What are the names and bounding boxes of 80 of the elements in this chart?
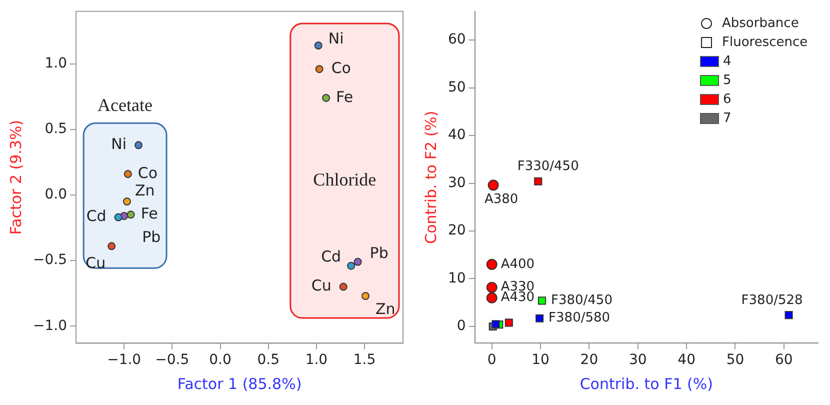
- y-tick-label: 1.0: [44, 56, 67, 72]
- point: [347, 262, 356, 270]
- y-tick-label: −0.5: [32, 252, 67, 268]
- y-axis-title: Factor 2 (9.3%): [6, 120, 25, 235]
- x-tick-label: 1.0: [305, 352, 328, 368]
- point: [504, 318, 513, 327]
- y-tick-label: 20: [448, 222, 466, 239]
- point: [486, 258, 498, 270]
- legend-label: 7: [723, 111, 732, 126]
- annotation: Fluorescence: [722, 35, 808, 50]
- text: Pb: [142, 228, 161, 246]
- series-label: Pb: [370, 244, 388, 262]
- point: [122, 198, 131, 206]
- series-label: Cu: [86, 254, 106, 272]
- text: Ni: [111, 135, 127, 154]
- point: [134, 141, 143, 150]
- text: Cu: [311, 276, 332, 295]
- text: Zn: [375, 300, 396, 318]
- legend-label: 6: [723, 92, 732, 107]
- data-label: F380/528: [741, 292, 803, 308]
- data-label: F380/450: [550, 293, 612, 308]
- annotation: Absorbance: [722, 16, 799, 31]
- text: Cd: [86, 207, 106, 226]
- point: [486, 282, 498, 293]
- y-axis-title: Contrib. to F2 (%): [422, 110, 440, 244]
- x-tick-label: −0.5: [155, 352, 190, 368]
- text: Co: [331, 58, 351, 77]
- x-axis-title: Contrib. to F1 (%): [580, 374, 713, 393]
- x-tick-label: 20: [580, 352, 598, 368]
- series-label: Fe: [336, 88, 354, 106]
- y-tick-label: 50: [448, 79, 466, 96]
- y-tick-label: 60: [448, 32, 466, 48]
- x-tick-label: 0.5: [257, 352, 280, 368]
- point: [534, 177, 542, 186]
- series-label: Ni: [328, 29, 344, 48]
- data-label: A400: [500, 256, 535, 272]
- annotation: Acetate: [98, 94, 153, 115]
- data-label: F330/450: [517, 159, 579, 174]
- annotation: Chloride: [313, 169, 376, 190]
- point: [314, 42, 322, 50]
- y-tick-label: 0.0: [44, 186, 67, 203]
- x-tick-label: 10: [532, 352, 550, 368]
- x-tick-label: 50: [726, 352, 744, 368]
- y-tick-label: −1.0: [32, 318, 67, 334]
- point: [538, 296, 546, 305]
- series-label: Cd: [321, 248, 342, 266]
- y-tick-label: 10: [448, 270, 466, 286]
- point: [108, 242, 116, 250]
- x-tick-label: 40: [678, 352, 696, 368]
- point: [124, 170, 132, 178]
- point: [339, 282, 348, 291]
- point: [784, 311, 793, 320]
- point: [486, 292, 498, 304]
- series-label: Co: [138, 164, 158, 182]
- data-label: F380/580: [548, 310, 610, 326]
- point: [488, 180, 499, 191]
- x-axis-title: Factor 1 (85.8%): [177, 374, 302, 393]
- x-tick-label: −1.0: [107, 352, 142, 368]
- point: [354, 258, 362, 266]
- y-tick-label: 40: [448, 127, 466, 144]
- legend-label: 5: [723, 73, 732, 88]
- point: [114, 213, 122, 222]
- text: Fe: [140, 204, 158, 223]
- y-tick-label: 30: [448, 174, 466, 191]
- point: [126, 210, 135, 219]
- x-tick-label: 60: [775, 352, 793, 368]
- legend-label: 4: [723, 54, 732, 69]
- y-tick-label: 0.5: [44, 121, 67, 138]
- x-tick-label: 0: [487, 352, 496, 368]
- point: [315, 65, 324, 74]
- data-label: A380: [484, 192, 518, 208]
- point: [492, 320, 500, 328]
- y-tick-label: 0: [456, 318, 466, 334]
- series-label: Zn: [134, 181, 155, 200]
- x-tick-label: 0.0: [209, 352, 232, 368]
- point: [361, 292, 370, 300]
- x-tick-label: 1.5: [353, 352, 376, 368]
- point: [536, 314, 544, 322]
- point: [322, 94, 330, 102]
- x-tick-label: 30: [628, 352, 647, 368]
